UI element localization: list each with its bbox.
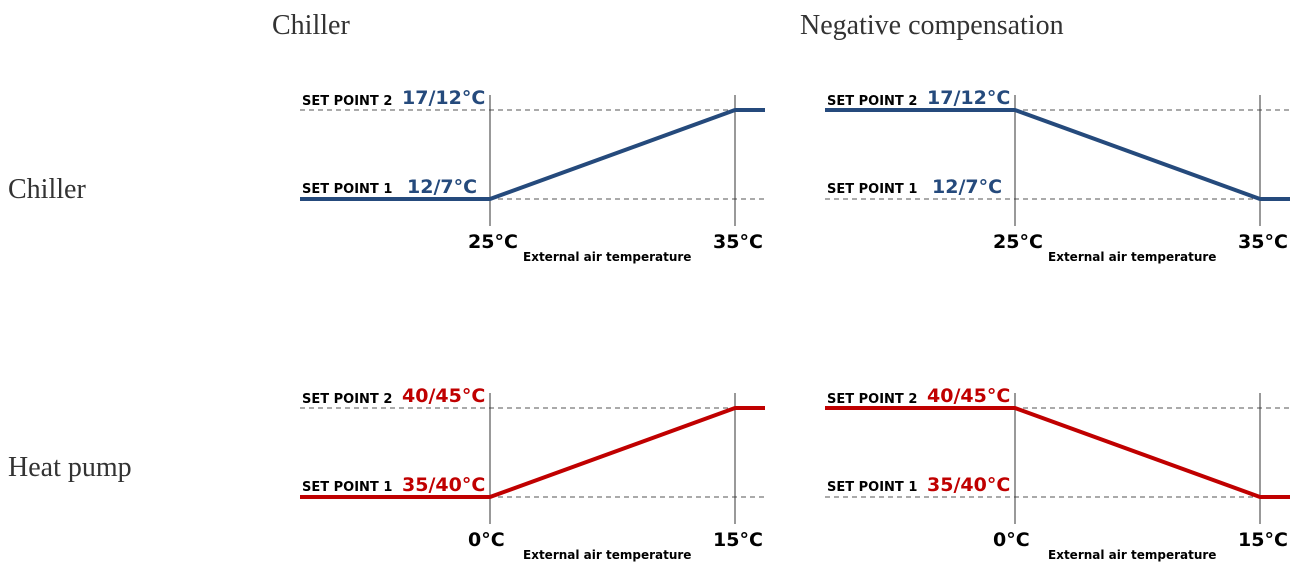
row-label-chiller: Chiller	[8, 174, 86, 205]
setpoint-1-label: SET POINT 1	[827, 480, 917, 495]
x-tick-label-2: 35°C	[713, 231, 763, 253]
series-line	[300, 406, 765, 499]
setpoint-2-value: 17/12°C	[927, 87, 1010, 109]
setpoint-1-label: SET POINT 1	[827, 182, 917, 197]
x-axis-label: External air temperature	[523, 548, 691, 562]
setpoint-2-value: 17/12°C	[402, 87, 485, 109]
setpoint-1-value: 35/40°C	[402, 474, 485, 496]
setpoint-1-value: 35/40°C	[927, 474, 1010, 496]
chart-heat-pump: SET POINT 2 40/45°C SET POINT 1 35/40°C 0°C 1…	[299, 385, 766, 562]
setpoint-2-value: 40/45°C	[402, 385, 485, 407]
column-header-chiller: Chiller	[272, 10, 350, 41]
x-axis-label: External air temperature	[1048, 548, 1216, 562]
setpoint-2-label: SET POINT 2	[827, 392, 917, 407]
series-line	[825, 406, 1290, 499]
series-line	[300, 108, 765, 201]
column-header-negative-compensation: Negative compensation	[800, 10, 1064, 41]
setpoint-2-label: SET POINT 2	[827, 94, 917, 109]
setpoint-1-label: SET POINT 1	[302, 480, 392, 495]
x-tick-label-1: 0°C	[993, 529, 1030, 551]
row-label-heat-pump: Heat pump	[8, 452, 132, 483]
x-tick-label-1: 25°C	[468, 231, 518, 253]
chart-heat-pump-negative-compensation: SET POINT 2 40/45°C SET POINT 1 35/40°C 0°C 1…	[824, 385, 1291, 562]
x-axis-label: External air temperature	[523, 250, 691, 264]
setpoint-2-label: SET POINT 2	[302, 94, 392, 109]
chart-chiller: SET POINT 2 17/12°C SET POINT 1 12/7°C 25°C 3…	[299, 87, 766, 264]
x-tick-label-1: 25°C	[993, 231, 1043, 253]
setpoint-2-label: SET POINT 2	[302, 392, 392, 407]
x-tick-label-2: 15°C	[1238, 529, 1288, 551]
setpoint-1-value: 12/7°C	[407, 176, 477, 198]
setpoint-1-label: SET POINT 1	[302, 182, 392, 197]
setpoint-1-value: 12/7°C	[932, 176, 1002, 198]
setpoint-2-value: 40/45°C	[927, 385, 1010, 407]
series-line	[825, 108, 1290, 201]
chart-chiller-negative-compensation: SET POINT 2 17/12°C SET POINT 1 12/7°C 25°C 3…	[824, 87, 1291, 264]
x-tick-label-2: 15°C	[713, 529, 763, 551]
x-axis-label: External air temperature	[1048, 250, 1216, 264]
x-tick-label-2: 35°C	[1238, 231, 1288, 253]
x-tick-label-1: 0°C	[468, 529, 505, 551]
